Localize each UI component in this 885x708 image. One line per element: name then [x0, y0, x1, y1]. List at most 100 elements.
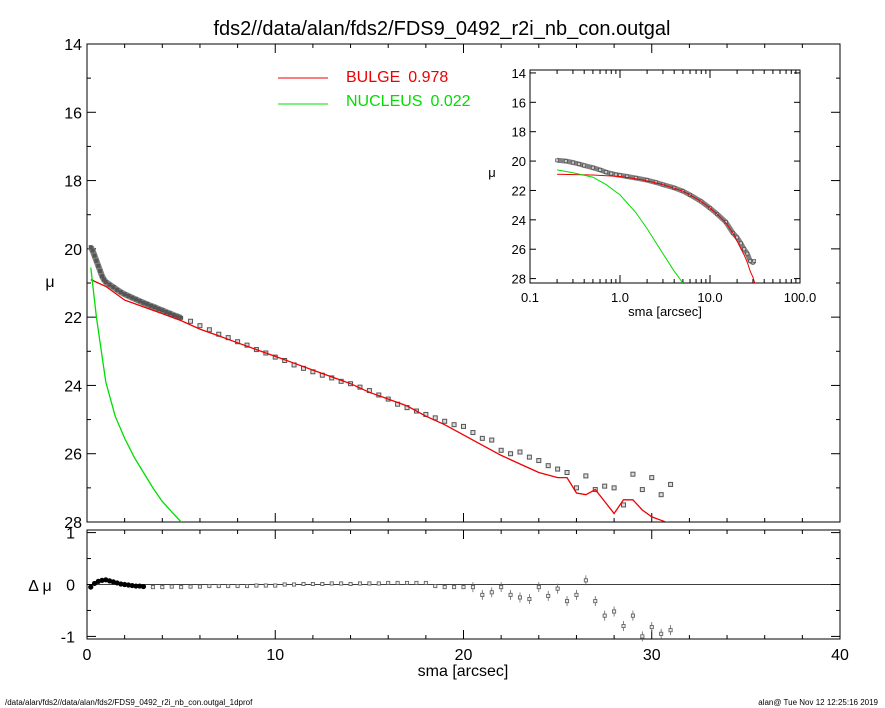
- main-y-tick-label: 24: [64, 378, 82, 395]
- main-data-point: [130, 295, 135, 300]
- main-data-point: [100, 274, 105, 279]
- main-data-point: [160, 308, 165, 313]
- main-data-point: [171, 313, 176, 318]
- residual-point: [188, 584, 193, 589]
- main-data-point: [564, 469, 570, 475]
- figure-title: fds2//data/alan/fds2/FDS9_0492_r2i_nb_co…: [213, 18, 670, 40]
- footer-file-path: /data/alan/fds2//data/alan/fds2/FDS9_049…: [5, 698, 253, 707]
- main-data-point: [88, 245, 93, 250]
- inset-plot-area: [555, 157, 757, 283]
- legend-bulge-label: BULGE 0.978: [346, 69, 448, 86]
- residual-point: [442, 585, 447, 590]
- residual-point: [668, 628, 673, 633]
- inset-log-plot: 14 16 18 20 22 24 26 28 0.1 1.0 10.0 100.0: [512, 66, 817, 305]
- residual-point: [546, 593, 551, 598]
- main-data-point: [630, 471, 636, 477]
- inset-plot-frame: [529, 69, 801, 284]
- residual-x-axis-label: sma [arcsec]: [418, 663, 509, 680]
- inset-x-tick-label: 10.0: [697, 290, 722, 305]
- residual-point: [367, 581, 372, 586]
- residual-x-tick-label: 10: [266, 647, 284, 664]
- inset-x-tick-label: 100.0: [784, 290, 817, 305]
- main-data-point: [639, 487, 645, 493]
- residual-point: [659, 631, 664, 636]
- main-data-point: [107, 282, 112, 287]
- residual-point: [593, 599, 598, 604]
- residual-point: [423, 580, 428, 585]
- main-data-point: [206, 327, 212, 333]
- main-data-point: [526, 454, 532, 460]
- main-data-point: [489, 437, 495, 443]
- main-data-point: [133, 297, 138, 302]
- main-data-point: [197, 323, 203, 329]
- main-data-point: [164, 310, 169, 315]
- inset-data-point: [577, 162, 581, 166]
- inset-data-point: [739, 241, 743, 246]
- main-nucleus-line: [90, 267, 182, 522]
- residual-y-axis-label: Δ μ: [28, 578, 51, 595]
- residual-point: [630, 613, 635, 618]
- main-data-point: [649, 475, 655, 481]
- residual-y-tick-label: 1: [66, 526, 75, 543]
- main-data-point: [545, 463, 551, 469]
- main-data-point: [573, 485, 579, 491]
- residual-y-tick-label: 0: [66, 578, 75, 595]
- residual-point: [348, 581, 353, 586]
- main-data-point: [92, 253, 97, 258]
- main-data-point: [658, 492, 664, 498]
- residual-point: [329, 581, 334, 586]
- residual-y-tick-label: -1: [61, 629, 75, 646]
- residual-point: [245, 584, 250, 589]
- main-data-point: [536, 458, 542, 464]
- main-y-axis-label: μ: [45, 274, 54, 291]
- main-data-point: [103, 279, 108, 284]
- residual-point: [583, 578, 588, 583]
- main-data-point: [188, 318, 194, 324]
- inset-data-point: [752, 259, 757, 263]
- main-data-point: [122, 292, 127, 297]
- inset-data-point: [598, 168, 602, 172]
- main-data-point: [149, 303, 154, 308]
- main-y-tick-label: 22: [64, 310, 82, 327]
- inset-data-point: [571, 160, 575, 165]
- residual-point: [310, 581, 315, 586]
- main-data-point: [461, 423, 466, 429]
- residual-point: [88, 584, 94, 590]
- main-data-point: [611, 485, 617, 491]
- main-data-point: [137, 299, 142, 304]
- main-data-point: [583, 473, 589, 479]
- main-data-point: [111, 285, 116, 290]
- main-data-point: [101, 277, 106, 282]
- inset-data-point: [591, 165, 595, 170]
- inset-data-point: [742, 247, 747, 252]
- residual-point: [555, 586, 560, 591]
- main-plot-area: [88, 245, 674, 522]
- residual-x-tick-label: 30: [643, 647, 661, 664]
- main-data-point: [115, 287, 120, 292]
- main-data-point: [621, 502, 627, 508]
- residual-point: [499, 585, 504, 590]
- inset-y-tick-label: 20: [512, 154, 526, 169]
- inset-y-tick-label: 24: [512, 213, 526, 228]
- residual-x-tick-label: 0: [83, 647, 92, 664]
- residual-point: [565, 599, 570, 604]
- inset-x-tick-label: 0.1: [521, 290, 539, 305]
- main-data-point: [555, 466, 561, 472]
- inset-data-point: [564, 159, 568, 163]
- residual-point: [508, 592, 513, 597]
- residual-point: [405, 580, 410, 585]
- residual-point: [282, 582, 287, 587]
- residual-point: [470, 585, 475, 590]
- inset-y-tick-label: 14: [512, 66, 526, 81]
- residual-point: [320, 581, 325, 586]
- residual-point: [640, 634, 645, 639]
- inset-data-point: [555, 158, 559, 163]
- inset-data-point: [604, 170, 608, 174]
- residual-point: [461, 585, 466, 590]
- residual-point: [140, 583, 147, 590]
- residual-point: [433, 584, 438, 589]
- inset-y-tick-label: 28: [512, 272, 526, 287]
- residual-point: [273, 583, 278, 588]
